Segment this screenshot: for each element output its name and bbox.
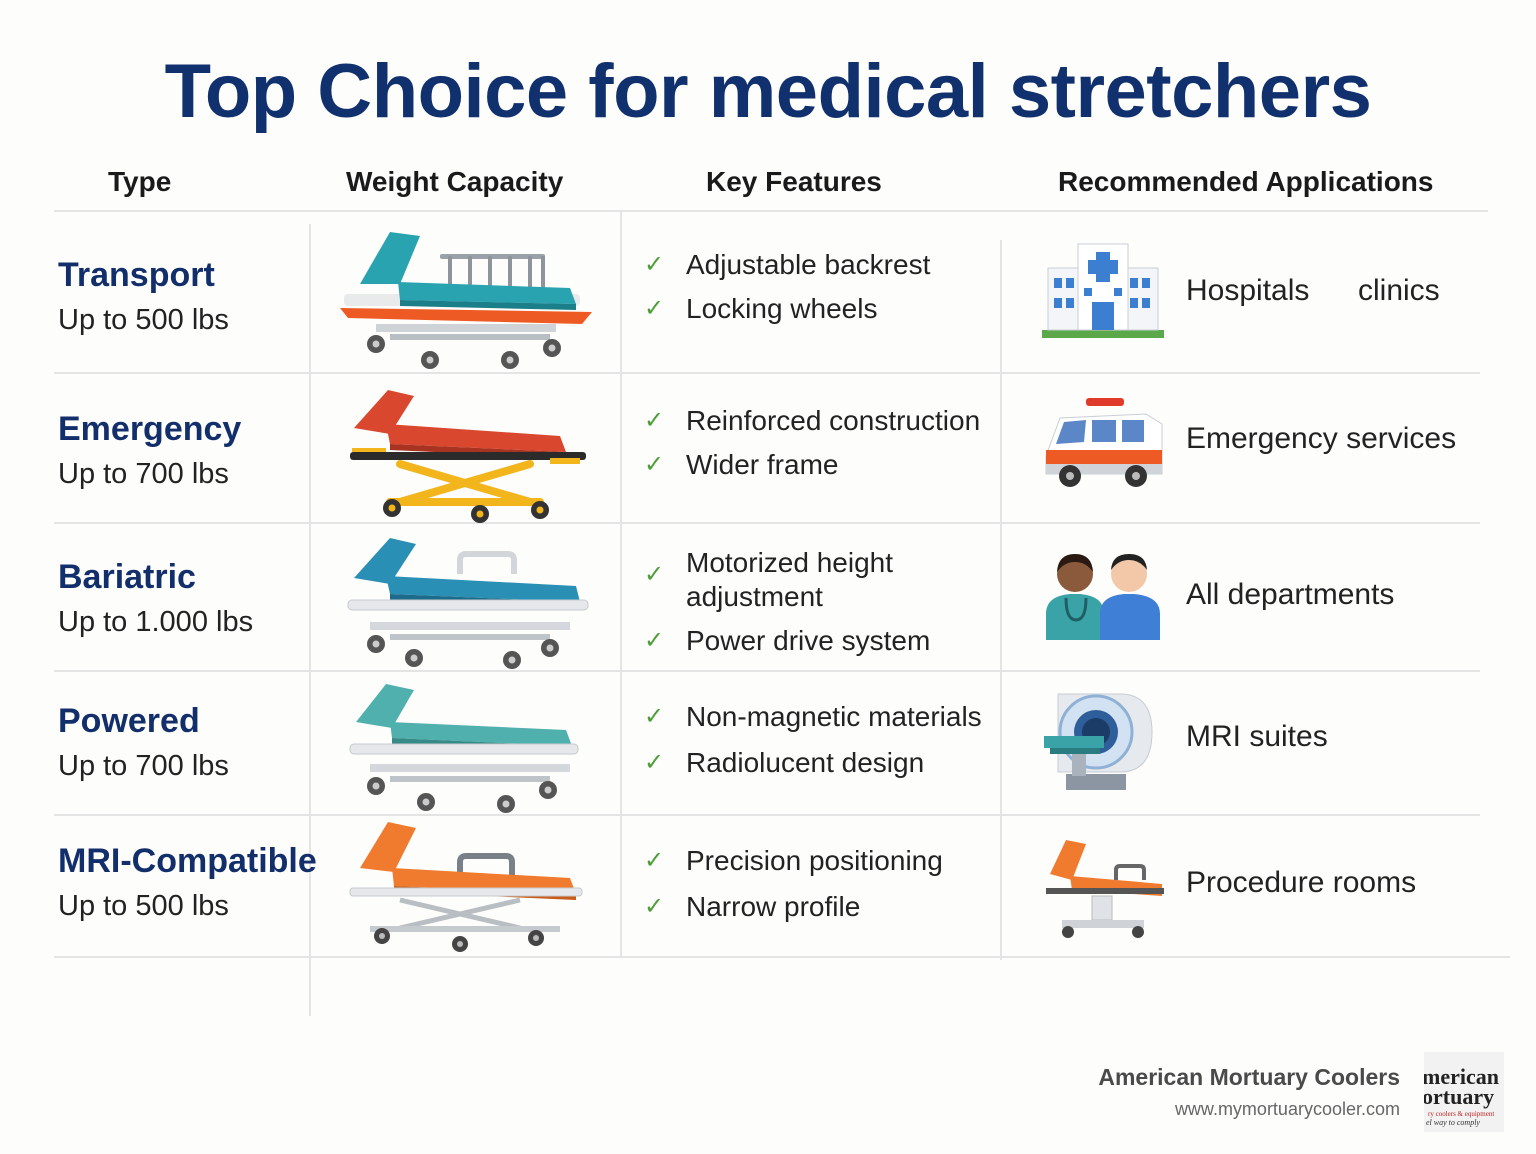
feature-item: ✓ Motorized height adjustment bbox=[644, 547, 894, 612]
application-label: All departments bbox=[1186, 578, 1395, 611]
header-weight-capacity: Weight Capacity bbox=[346, 166, 564, 197]
application-label: Hospitals bbox=[1186, 274, 1310, 307]
type-name: Powered bbox=[58, 702, 200, 740]
medical-staff-icon bbox=[1046, 554, 1160, 640]
feature-item: ✓ Non-magnetic materials bbox=[644, 701, 982, 732]
page-title: Top Choice for medical stretchers bbox=[164, 49, 1372, 134]
checkmark-icon: ✓ bbox=[644, 451, 665, 478]
application-label: Emergency services bbox=[1186, 422, 1457, 455]
feature-item: ✓ Locking wheels bbox=[644, 293, 878, 324]
type-name: Transport bbox=[58, 256, 215, 294]
emergency-stretcher-image bbox=[350, 390, 586, 523]
feature-item: ✓ Precision positioning bbox=[644, 845, 943, 876]
weight-capacity: Up to 700 lbs bbox=[58, 458, 229, 490]
brand-url[interactable]: www.mymortuarycooler.com bbox=[1174, 1099, 1400, 1119]
checkmark-icon: ✓ bbox=[644, 749, 665, 776]
column-divider bbox=[1000, 240, 1002, 960]
checkmark-icon: ✓ bbox=[644, 703, 665, 730]
weight-capacity: Up to 700 lbs bbox=[58, 750, 229, 782]
feature-item: ✓ Adjustable backrest bbox=[644, 249, 931, 280]
ambulance-icon bbox=[1045, 398, 1163, 487]
procedure-chair-icon bbox=[1046, 840, 1164, 938]
row-divider bbox=[54, 372, 1480, 374]
header-recommended-applications: Recommended Applications bbox=[1058, 166, 1434, 197]
bariatric-stretcher-image bbox=[347, 538, 589, 669]
row-divider bbox=[54, 522, 1480, 524]
application-label-extra: clinics bbox=[1358, 274, 1440, 307]
type-name: Bariatric bbox=[58, 558, 196, 596]
brand-block: American Mortuary Coolers www.mymortuary… bbox=[1098, 1064, 1400, 1120]
type-name: MRI-Compatible bbox=[58, 842, 317, 880]
brand-logo: merican ortuary ry coolers & equipment e… bbox=[1424, 1052, 1504, 1132]
feature-item: ✓ Reinforced construction bbox=[644, 405, 981, 436]
checkmark-icon: ✓ bbox=[644, 893, 665, 920]
application-label: MRI suites bbox=[1186, 720, 1328, 753]
column-divider bbox=[309, 224, 311, 1016]
mri-compatible-stretcher-image bbox=[349, 822, 583, 952]
type-name: Emergency bbox=[58, 410, 242, 448]
feature-item: ✓ Wider frame bbox=[644, 449, 839, 480]
checkmark-icon: ✓ bbox=[644, 407, 665, 434]
checkmark-icon: ✓ bbox=[644, 251, 665, 278]
weight-capacity: Up to 500 lbs bbox=[58, 890, 229, 922]
table-bottom-line bbox=[54, 956, 1510, 958]
row-divider bbox=[54, 814, 1480, 816]
checkmark-icon: ✓ bbox=[644, 627, 665, 654]
weight-capacity: Up to 1.000 lbs bbox=[58, 606, 254, 638]
feature-item: ✓ Narrow profile bbox=[644, 891, 861, 922]
application-label: Procedure rooms bbox=[1186, 866, 1417, 899]
hospital-icon bbox=[1042, 243, 1164, 338]
weight-capacity: Up to 500 lbs bbox=[58, 304, 229, 336]
feature-item: ✓ Radiolucent design bbox=[644, 747, 925, 778]
row-divider bbox=[54, 670, 1480, 672]
mri-scanner-icon bbox=[1044, 693, 1153, 790]
transport-stretcher-image bbox=[340, 232, 592, 369]
checkmark-icon: ✓ bbox=[644, 847, 665, 874]
feature-item: ✓ Power drive system bbox=[644, 625, 931, 656]
header-divider bbox=[54, 210, 1488, 212]
brand-name: American Mortuary Coolers bbox=[1098, 1064, 1400, 1090]
checkmark-icon: ✓ bbox=[644, 295, 665, 322]
header-type: Type bbox=[108, 166, 172, 197]
column-divider bbox=[620, 212, 622, 958]
powered-stretcher-image bbox=[349, 684, 579, 813]
checkmark-icon: ✓ bbox=[644, 561, 665, 588]
header-key-features: Key Features bbox=[706, 166, 882, 197]
